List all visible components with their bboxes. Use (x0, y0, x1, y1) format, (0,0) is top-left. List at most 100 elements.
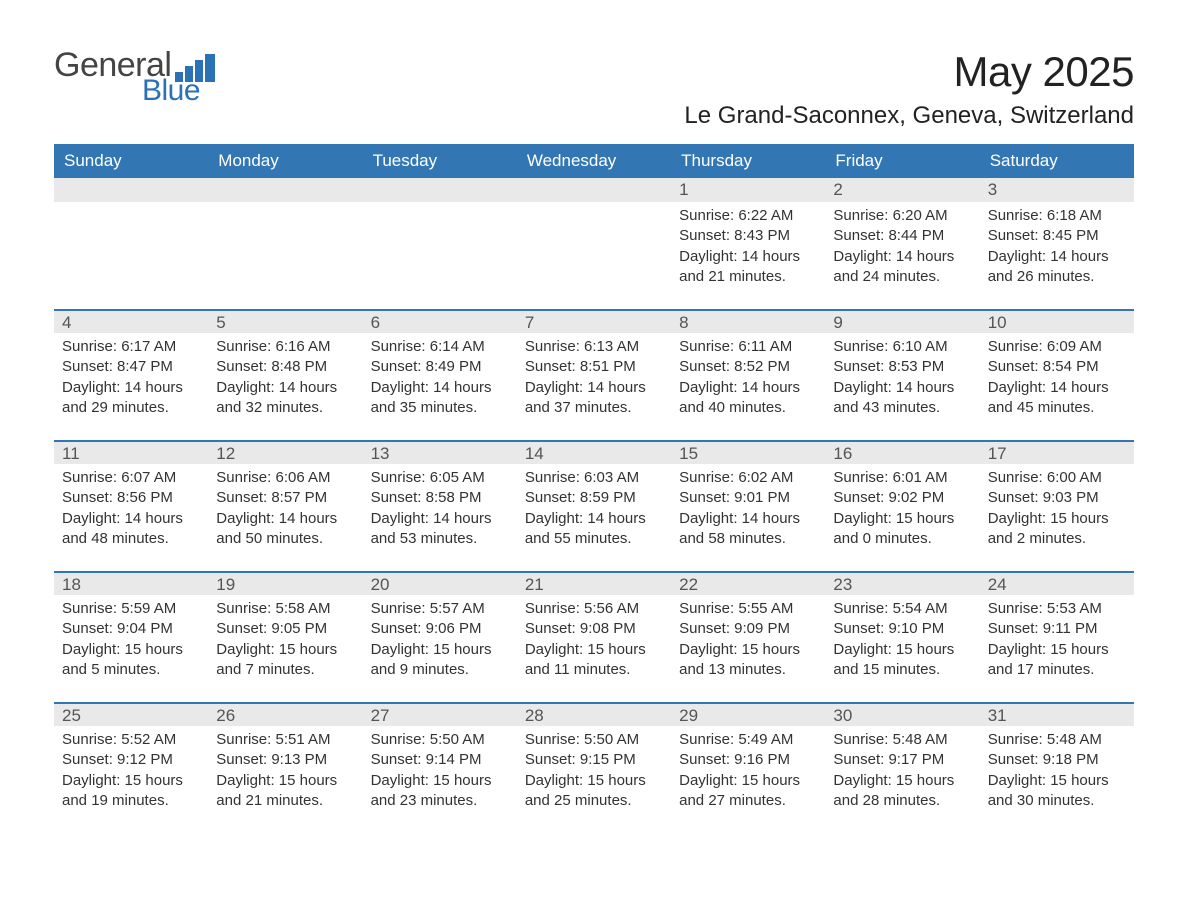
sunset-line: Sunset: 8:59 PM (525, 488, 663, 508)
daylight-line: Daylight: 15 hours and 27 minutes. (679, 771, 817, 812)
sunset-line: Sunset: 9:09 PM (679, 619, 817, 639)
brand-logo: General Blue (54, 48, 215, 106)
sunrise-line: Sunrise: 5:49 AM (679, 730, 817, 750)
calendar-body: 1Sunrise: 6:22 AMSunset: 8:43 PMDaylight… (54, 178, 1134, 833)
day-number: 19 (208, 571, 362, 595)
calendar-day-cell: 9Sunrise: 6:10 AMSunset: 8:53 PMDaylight… (825, 309, 979, 440)
day-number: 20 (363, 571, 517, 595)
day-number (363, 178, 517, 202)
day-number: 12 (208, 440, 362, 464)
sunset-line: Sunset: 8:51 PM (525, 357, 663, 377)
sunset-line: Sunset: 8:45 PM (988, 226, 1126, 246)
day-number: 9 (825, 309, 979, 333)
location-title: Le Grand-Saconnex, Geneva, Switzerland (684, 102, 1134, 130)
day-number: 26 (208, 702, 362, 726)
day-number: 2 (825, 178, 979, 202)
daylight-line: Daylight: 15 hours and 19 minutes. (62, 771, 200, 812)
sunrise-line: Sunrise: 5:53 AM (988, 599, 1126, 619)
calendar-day-cell: 17Sunrise: 6:00 AMSunset: 9:03 PMDayligh… (980, 440, 1134, 571)
sunrise-line: Sunrise: 5:48 AM (988, 730, 1126, 750)
calendar-day-cell: 27Sunrise: 5:50 AMSunset: 9:14 PMDayligh… (363, 702, 517, 833)
sunset-line: Sunset: 8:44 PM (833, 226, 971, 246)
day-number: 21 (517, 571, 671, 595)
day-number: 5 (208, 309, 362, 333)
sunset-line: Sunset: 8:48 PM (216, 357, 354, 377)
calendar-week-row: 25Sunrise: 5:52 AMSunset: 9:12 PMDayligh… (54, 702, 1134, 833)
daylight-line: Daylight: 14 hours and 55 minutes. (525, 509, 663, 550)
day-details: Sunrise: 5:59 AMSunset: 9:04 PMDaylight:… (54, 595, 208, 702)
calendar-day-cell: 22Sunrise: 5:55 AMSunset: 9:09 PMDayligh… (671, 571, 825, 702)
sunrise-line: Sunrise: 6:16 AM (216, 337, 354, 357)
day-details: Sunrise: 5:54 AMSunset: 9:10 PMDaylight:… (825, 595, 979, 702)
day-details: Sunrise: 6:20 AMSunset: 8:44 PMDaylight:… (825, 202, 979, 309)
day-number: 16 (825, 440, 979, 464)
day-details: Sunrise: 5:56 AMSunset: 9:08 PMDaylight:… (517, 595, 671, 702)
day-number: 31 (980, 702, 1134, 726)
day-number: 25 (54, 702, 208, 726)
sunrise-line: Sunrise: 6:14 AM (371, 337, 509, 357)
calendar-empty-cell (363, 178, 517, 309)
day-number: 17 (980, 440, 1134, 464)
calendar-day-cell: 3Sunrise: 6:18 AMSunset: 8:45 PMDaylight… (980, 178, 1134, 309)
day-details: Sunrise: 6:06 AMSunset: 8:57 PMDaylight:… (208, 464, 362, 571)
sunset-line: Sunset: 9:18 PM (988, 750, 1126, 770)
daylight-line: Daylight: 14 hours and 53 minutes. (371, 509, 509, 550)
calendar-week-row: 18Sunrise: 5:59 AMSunset: 9:04 PMDayligh… (54, 571, 1134, 702)
weekday-header: Tuesday (363, 144, 517, 178)
sunrise-line: Sunrise: 6:02 AM (679, 468, 817, 488)
day-number: 7 (517, 309, 671, 333)
weekday-header: Friday (825, 144, 979, 178)
daylight-line: Daylight: 15 hours and 0 minutes. (833, 509, 971, 550)
calendar-day-cell: 23Sunrise: 5:54 AMSunset: 9:10 PMDayligh… (825, 571, 979, 702)
sunset-line: Sunset: 9:01 PM (679, 488, 817, 508)
calendar-week-row: 1Sunrise: 6:22 AMSunset: 8:43 PMDaylight… (54, 178, 1134, 309)
daylight-line: Daylight: 15 hours and 9 minutes. (371, 640, 509, 681)
day-details: Sunrise: 6:03 AMSunset: 8:59 PMDaylight:… (517, 464, 671, 571)
day-number (208, 178, 362, 202)
daylight-line: Daylight: 15 hours and 15 minutes. (833, 640, 971, 681)
month-title: May 2025 (684, 48, 1134, 96)
calendar-empty-cell (208, 178, 362, 309)
daylight-line: Daylight: 14 hours and 21 minutes. (679, 247, 817, 288)
sunset-line: Sunset: 9:06 PM (371, 619, 509, 639)
day-details: Sunrise: 6:11 AMSunset: 8:52 PMDaylight:… (671, 333, 825, 440)
calendar-day-cell: 6Sunrise: 6:14 AMSunset: 8:49 PMDaylight… (363, 309, 517, 440)
day-details (517, 202, 671, 302)
daylight-line: Daylight: 15 hours and 5 minutes. (62, 640, 200, 681)
daylight-line: Daylight: 15 hours and 2 minutes. (988, 509, 1126, 550)
day-details (208, 202, 362, 302)
day-number: 4 (54, 309, 208, 333)
sunset-line: Sunset: 9:02 PM (833, 488, 971, 508)
day-number: 6 (363, 309, 517, 333)
sunset-line: Sunset: 9:17 PM (833, 750, 971, 770)
sunset-line: Sunset: 8:52 PM (679, 357, 817, 377)
sunrise-line: Sunrise: 5:59 AM (62, 599, 200, 619)
weekday-header: Saturday (980, 144, 1134, 178)
day-number: 1 (671, 178, 825, 202)
day-details: Sunrise: 5:51 AMSunset: 9:13 PMDaylight:… (208, 726, 362, 833)
day-number: 3 (980, 178, 1134, 202)
sunrise-line: Sunrise: 6:07 AM (62, 468, 200, 488)
weekday-header: Wednesday (517, 144, 671, 178)
sunset-line: Sunset: 9:11 PM (988, 619, 1126, 639)
daylight-line: Daylight: 14 hours and 50 minutes. (216, 509, 354, 550)
day-details: Sunrise: 6:18 AMSunset: 8:45 PMDaylight:… (980, 202, 1134, 309)
calendar-day-cell: 28Sunrise: 5:50 AMSunset: 9:15 PMDayligh… (517, 702, 671, 833)
sunrise-line: Sunrise: 5:52 AM (62, 730, 200, 750)
calendar-day-cell: 16Sunrise: 6:01 AMSunset: 9:02 PMDayligh… (825, 440, 979, 571)
daylight-line: Daylight: 14 hours and 29 minutes. (62, 378, 200, 419)
day-details: Sunrise: 6:17 AMSunset: 8:47 PMDaylight:… (54, 333, 208, 440)
calendar-empty-cell (54, 178, 208, 309)
daylight-line: Daylight: 15 hours and 23 minutes. (371, 771, 509, 812)
weekday-header: Thursday (671, 144, 825, 178)
day-details: Sunrise: 6:02 AMSunset: 9:01 PMDaylight:… (671, 464, 825, 571)
daylight-line: Daylight: 14 hours and 32 minutes. (216, 378, 354, 419)
calendar-day-cell: 19Sunrise: 5:58 AMSunset: 9:05 PMDayligh… (208, 571, 362, 702)
daylight-line: Daylight: 14 hours and 37 minutes. (525, 378, 663, 419)
sunrise-line: Sunrise: 5:58 AM (216, 599, 354, 619)
sunset-line: Sunset: 9:16 PM (679, 750, 817, 770)
daylight-line: Daylight: 15 hours and 21 minutes. (216, 771, 354, 812)
day-number: 22 (671, 571, 825, 595)
day-details: Sunrise: 6:16 AMSunset: 8:48 PMDaylight:… (208, 333, 362, 440)
calendar-day-cell: 10Sunrise: 6:09 AMSunset: 8:54 PMDayligh… (980, 309, 1134, 440)
